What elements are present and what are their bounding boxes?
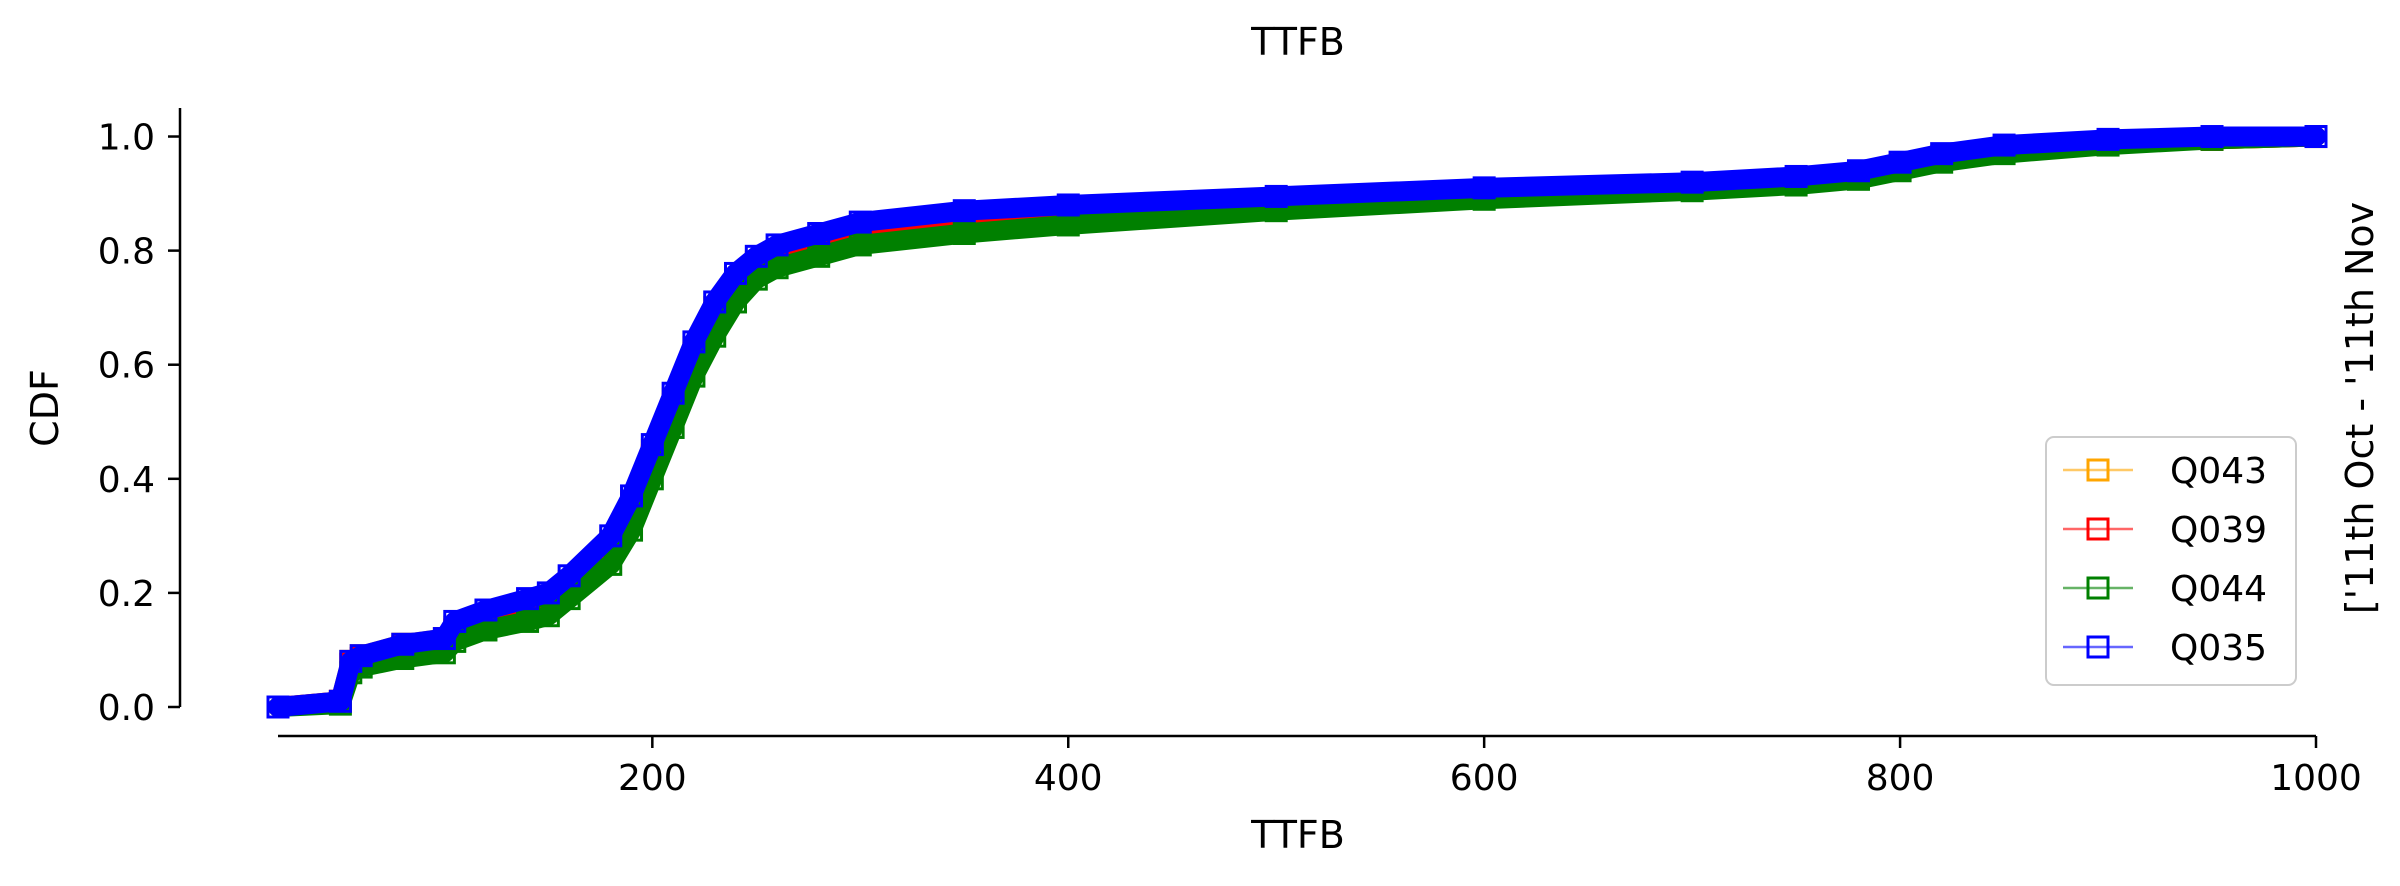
x-ticks: 200 400 600 800 1000 (618, 736, 2362, 799)
legend-item: Q043 (2063, 451, 2267, 492)
data-point (682, 330, 706, 354)
legend-box (2045, 436, 2297, 686)
legend: Q043 Q039 Q044 Q035 (2045, 436, 2297, 686)
x-tick-label: 1000 (2270, 758, 2362, 799)
data-point (266, 695, 290, 719)
date-range-label: ['11th Oct - '11th Nov (2338, 202, 2382, 614)
data-point (536, 604, 560, 628)
data-point (1930, 142, 1954, 166)
data-point (1888, 150, 1912, 174)
data-point (599, 552, 623, 576)
data-point (640, 433, 664, 457)
series-line (268, 126, 2326, 717)
x-tick-label: 200 (618, 758, 687, 799)
data-point (1264, 184, 1288, 208)
data-point (1846, 159, 1870, 183)
legend-marker (2086, 517, 2110, 541)
data-point (952, 199, 976, 223)
y-axis-label: CDF (23, 369, 67, 447)
data-point (1992, 133, 2016, 157)
series-line (268, 126, 2326, 717)
y-tick-label: 0.4 (98, 460, 155, 501)
y-tick-label: 0.2 (98, 574, 155, 615)
data-point (1056, 193, 1080, 217)
legend-marker (2086, 458, 2110, 482)
data-point (1680, 170, 1704, 194)
series-Q035 (266, 125, 2328, 719)
data-point (2304, 125, 2328, 149)
x-tick-label: 400 (1034, 758, 1103, 799)
data-point (807, 244, 831, 268)
data-point (1472, 176, 1496, 200)
data-point (328, 689, 352, 713)
data-point (724, 261, 748, 285)
y-ticks: 0.0 0.2 0.4 0.6 0.8 1.0 (98, 118, 180, 729)
legend-label: Q035 (2170, 628, 2267, 669)
legend-item: Q044 (2063, 569, 2267, 610)
plot-area (266, 125, 2328, 719)
data-point (620, 484, 644, 508)
data-point (2096, 127, 2120, 151)
data-point (807, 222, 831, 246)
x-tick-label: 600 (1450, 758, 1519, 799)
legend-label: Q043 (2170, 451, 2267, 492)
data-point (536, 581, 560, 605)
data-point (1784, 164, 1808, 188)
y-tick-label: 0.6 (98, 346, 155, 387)
legend-marker (2086, 576, 2110, 600)
legend-item: Q035 (2063, 628, 2267, 669)
data-point (848, 210, 872, 234)
legend-label: Q039 (2170, 510, 2267, 551)
data-point (848, 233, 872, 257)
y-tick-label: 0.0 (98, 688, 155, 729)
data-point (349, 644, 373, 668)
y-tick-label: 1.0 (98, 118, 155, 159)
data-point (443, 609, 467, 633)
data-point (474, 598, 498, 622)
legend-label: Q044 (2170, 569, 2267, 610)
data-point (661, 381, 685, 405)
x-axis-label: TTFB (1250, 813, 1345, 857)
series-line (268, 126, 2326, 717)
series-line (268, 126, 2326, 717)
data-point (765, 233, 789, 257)
data-point (557, 564, 581, 588)
series-Q044 (266, 125, 2328, 719)
x-tick-label: 800 (1866, 758, 1935, 799)
data-point (391, 632, 415, 656)
data-point (2200, 125, 2224, 149)
data-point (703, 290, 727, 314)
y-tick-label: 0.8 (98, 232, 155, 273)
chart-title: TTFB (1250, 20, 1345, 64)
legend-marker (2086, 635, 2110, 659)
legend-item: Q039 (2063, 510, 2267, 551)
data-point (599, 524, 623, 548)
data-point (952, 222, 976, 246)
